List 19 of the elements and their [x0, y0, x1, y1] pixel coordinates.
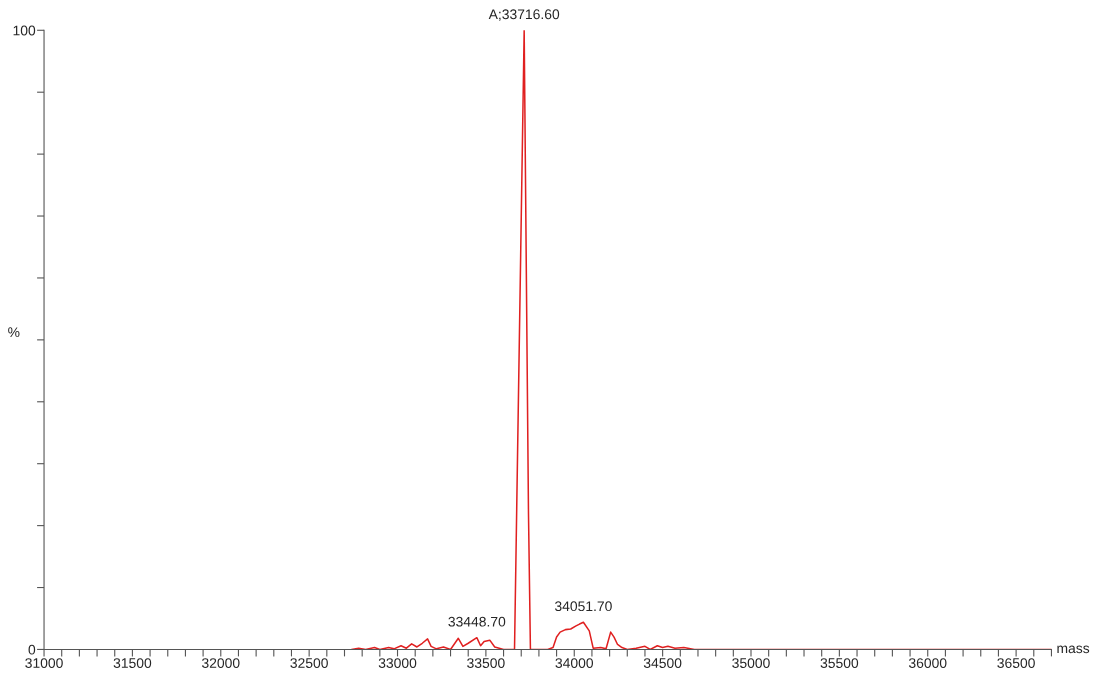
- annotation: 34051.70: [554, 601, 612, 612]
- annotation: A;33716.60: [488, 9, 560, 21]
- x-tick-label: 32500: [290, 658, 328, 668]
- x-tick-label: 33000: [378, 658, 417, 668]
- x-tick-label: 34500: [643, 658, 682, 668]
- x-tick-label: 34000: [555, 658, 594, 668]
- x-tick-label: 35500: [820, 658, 859, 668]
- y-tick-label: 100: [13, 25, 36, 36]
- annotation: 33448.70: [448, 616, 506, 627]
- x-axis-title: mass: [1057, 645, 1090, 654]
- x-tick-label: 31500: [113, 658, 152, 668]
- x-tick-label: 36000: [908, 658, 947, 668]
- y-tick-label: 0: [28, 644, 36, 655]
- x-tick-label: 35000: [732, 658, 770, 668]
- y-axis-title: %: [8, 327, 20, 338]
- x-tick-label: 31000: [25, 658, 63, 668]
- x-tick-label: 36500: [997, 658, 1035, 668]
- x-tick-label: 32000: [202, 658, 240, 668]
- x-tick-label: 33500: [467, 658, 505, 668]
